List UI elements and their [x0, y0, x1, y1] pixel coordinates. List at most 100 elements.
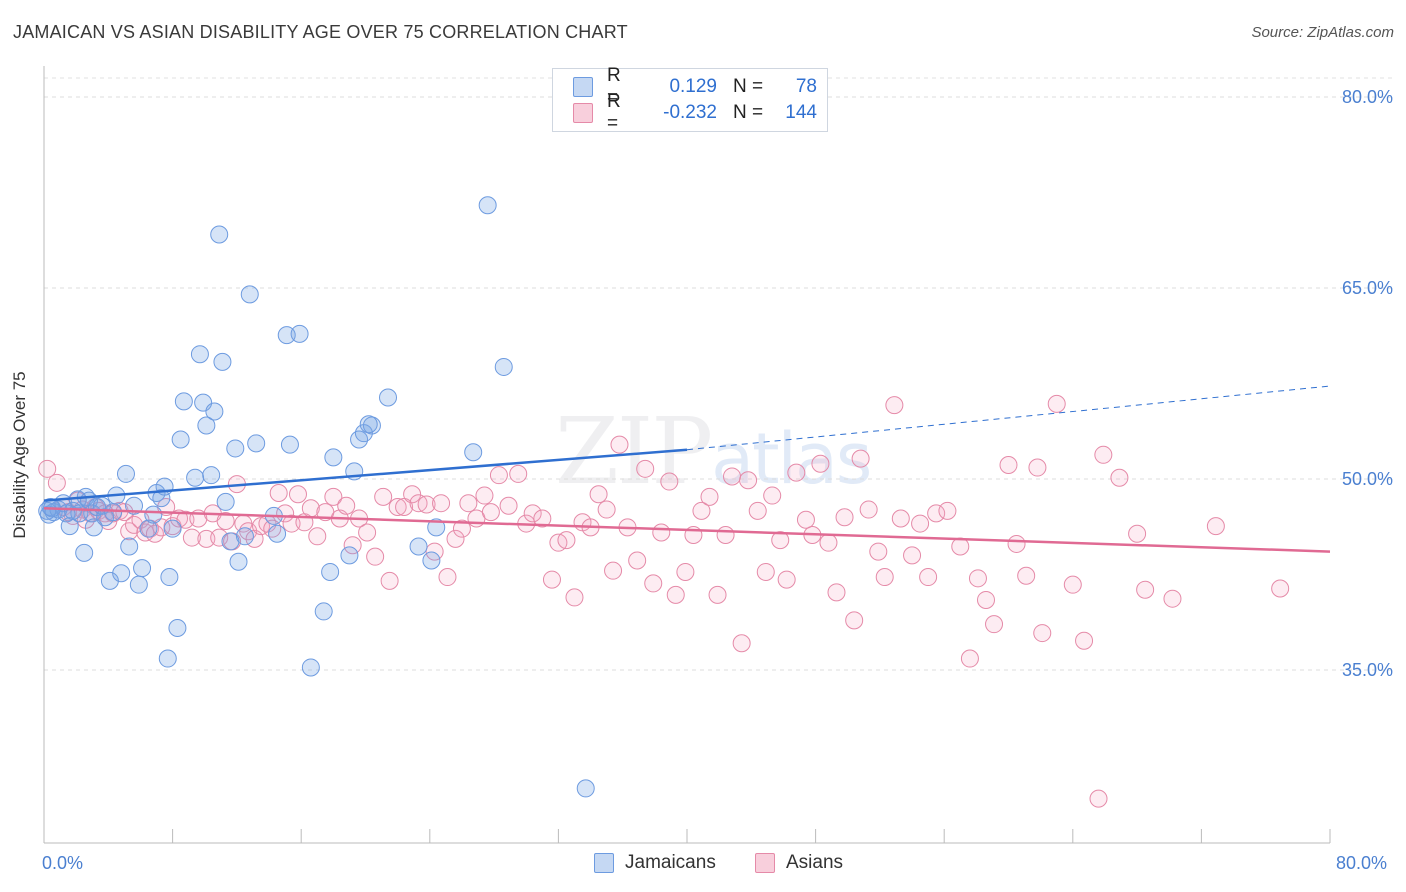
r-value: 0.129 — [669, 76, 717, 97]
asian-point — [692, 501, 711, 520]
asian-point — [533, 509, 552, 528]
jamaican-point — [301, 658, 320, 677]
asian-point — [960, 649, 979, 668]
asian-point — [1075, 631, 1094, 650]
asian-point — [288, 485, 307, 504]
jamaican-point — [268, 524, 287, 543]
asian-point — [1163, 589, 1182, 608]
n-label: N = — [733, 76, 764, 97]
asian-point — [644, 574, 663, 593]
legend-label: Asians — [786, 852, 844, 873]
jamaicans-trend-line — [43, 448, 688, 502]
y-tick-label: 35.0% — [1341, 660, 1393, 680]
legend-label: Jamaicans — [625, 852, 716, 873]
asian-point — [756, 562, 775, 581]
asian-point — [337, 496, 356, 515]
jamaican-point — [324, 448, 343, 467]
jamaican-point — [163, 519, 182, 538]
asian-point — [777, 570, 796, 589]
y-tick-label: 65.0% — [1341, 278, 1393, 298]
asian-point — [666, 585, 685, 604]
asian-point — [366, 547, 385, 566]
jamaican-point — [464, 443, 483, 462]
jamaican-point — [478, 196, 497, 215]
asian-point — [1271, 579, 1290, 598]
source-credit: Source: ZipAtlas.com — [1251, 24, 1394, 41]
jamaican-point — [213, 352, 232, 371]
jamaican-point — [321, 562, 340, 581]
asian-point — [1206, 517, 1225, 536]
asian-point — [968, 569, 987, 588]
asian-point — [197, 529, 216, 548]
asian-point — [636, 459, 655, 478]
asian-point — [481, 503, 500, 522]
asian-point — [1028, 458, 1047, 477]
asian-point — [432, 494, 451, 513]
y-axis-label: Disability Age Over 75 — [10, 371, 29, 539]
asian-point — [763, 486, 782, 505]
jamaican-point — [158, 649, 177, 668]
asian-point — [282, 514, 301, 533]
asian-point — [509, 464, 528, 483]
asian-point — [927, 504, 946, 523]
legend-row-jamaicans: R = 0.129 N = 78 — [573, 65, 817, 108]
asian-point — [403, 485, 422, 504]
asians-swatch — [573, 103, 593, 123]
jamaican-point — [171, 430, 190, 449]
asian-point — [851, 449, 870, 468]
asian-point — [308, 527, 327, 546]
jamaican-point — [494, 357, 513, 376]
jamaican-point — [340, 546, 359, 565]
asian-point — [796, 510, 815, 529]
asian-point — [1047, 394, 1066, 413]
asian-point — [903, 546, 922, 565]
asian-point — [475, 486, 494, 505]
jamaican-point — [104, 503, 123, 522]
asian-point — [374, 487, 393, 506]
asian-point — [182, 528, 201, 547]
asian-point — [911, 514, 930, 533]
asians-swatch — [755, 853, 775, 873]
jamaican-point — [247, 434, 266, 453]
asian-point — [845, 611, 864, 630]
asian-point — [216, 512, 235, 531]
asian-point — [885, 396, 904, 415]
jamaican-point — [359, 415, 378, 434]
jamaican-point — [277, 326, 296, 345]
asian-point — [358, 523, 377, 542]
jamaican-point — [221, 532, 240, 551]
asian-point — [859, 500, 878, 519]
jamaican-point — [120, 537, 139, 556]
jamaican-point — [160, 568, 179, 587]
asian-point — [1089, 789, 1108, 808]
asian-point — [176, 510, 195, 529]
asian-point — [380, 571, 399, 590]
x-tick-label: 80.0% — [1336, 853, 1388, 873]
jamaican-point — [422, 551, 441, 570]
asian-point — [417, 495, 436, 514]
jamaican-point — [133, 559, 152, 578]
asian-point — [835, 508, 854, 527]
chart-title: JAMAICAN VS ASIAN DISABILITY AGE OVER 75… — [13, 22, 628, 42]
asian-point — [438, 568, 457, 587]
asian-point — [388, 498, 407, 517]
asian-point — [1007, 534, 1026, 553]
legend-item-jamaicans: Jamaicans — [594, 852, 716, 874]
asian-point — [748, 501, 767, 520]
jamaican-point — [216, 492, 235, 511]
jamaican-point — [576, 779, 595, 798]
jamaican-point — [186, 468, 205, 487]
jamaican-point — [202, 466, 221, 485]
asian-point — [732, 634, 751, 653]
jamaican-point — [116, 464, 135, 483]
asian-point — [446, 529, 465, 548]
n-value: 144 — [785, 102, 817, 123]
asian-point — [269, 484, 288, 503]
jamaican-point — [84, 518, 103, 537]
asian-point — [542, 570, 561, 589]
asian-point — [597, 500, 616, 519]
correlation-legend: R = 0.129 N = 78 R = -0.232 N = 144 — [552, 65, 828, 134]
jamaican-point — [226, 439, 245, 458]
jamaicans-trend-extension — [686, 385, 1331, 451]
